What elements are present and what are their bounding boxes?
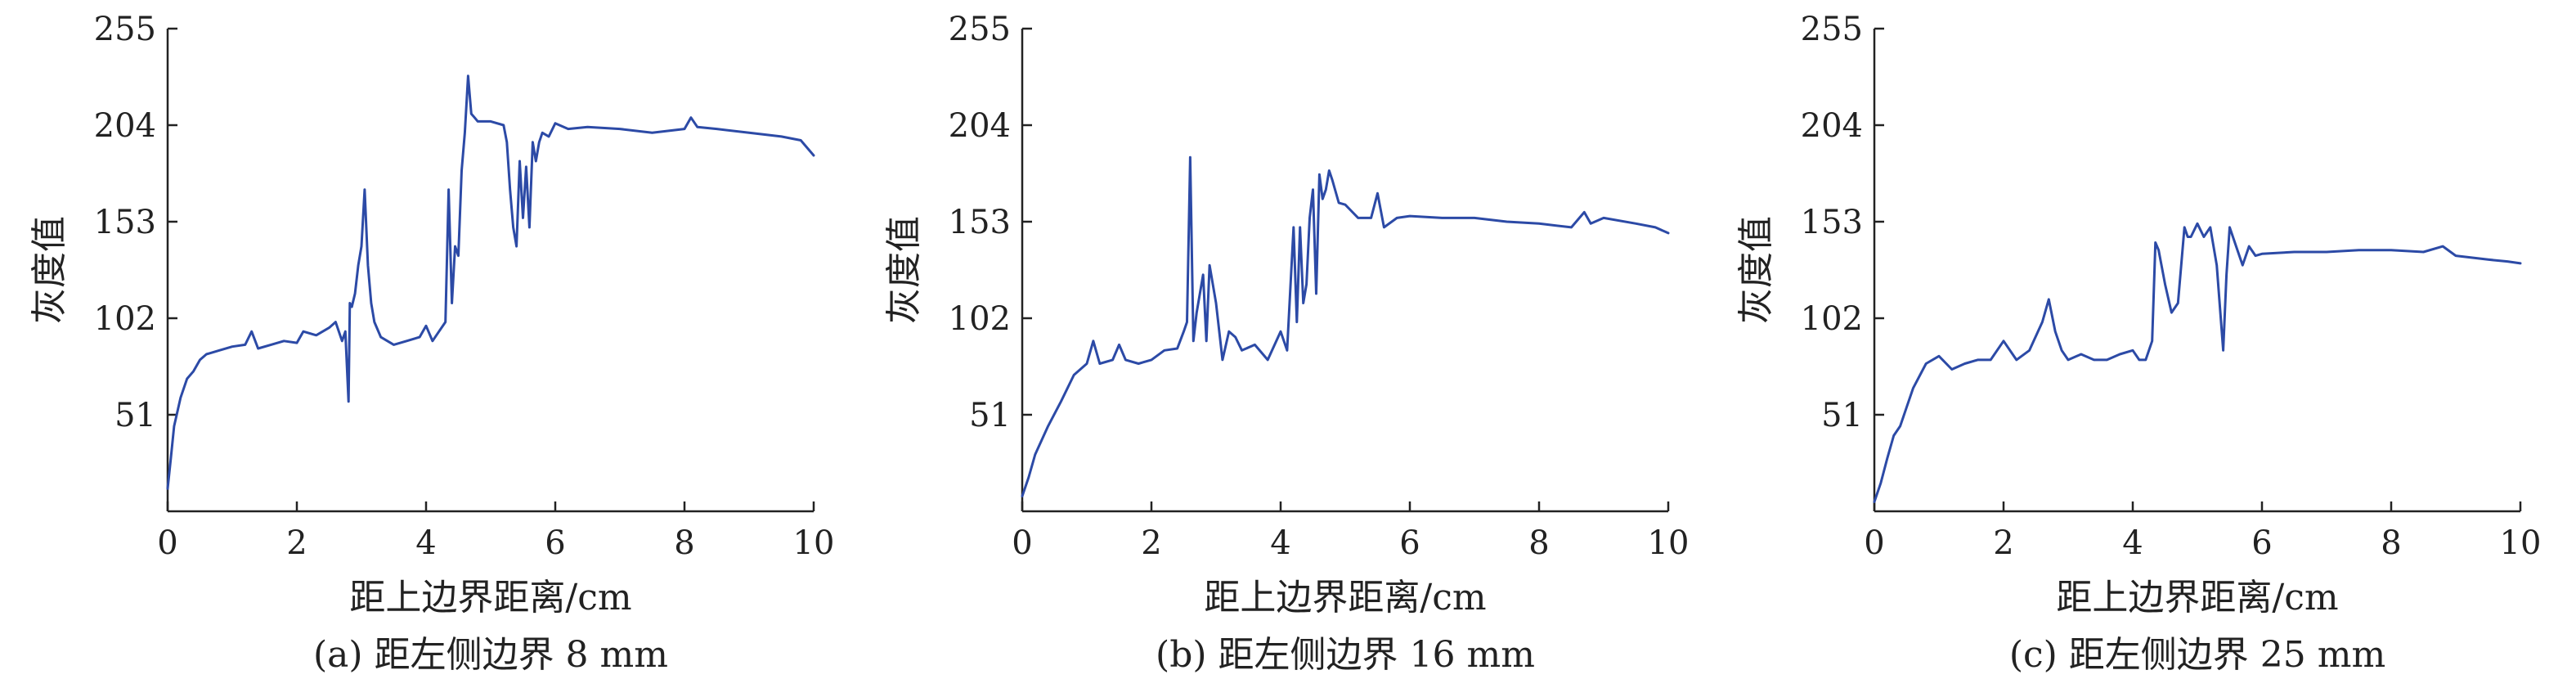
x-tick-label: 10 [2500, 524, 2542, 562]
x-axis-label: 距上边界距离/cm [349, 577, 631, 618]
series-line-1 [1873, 222, 2522, 503]
series-line-1 [166, 74, 815, 490]
panel-3: 0 2 4 6 8 10 51 102 153 204 255 距上边界距离/cm 灰度值 (c) 距左侧… [1735, 11, 2541, 676]
y-tick-label: 51 [1821, 397, 1863, 434]
x-axis-label: 距上边界距离/cm [1204, 577, 1486, 618]
x-tick-label: 0 [157, 524, 177, 562]
x-tick-label: 6 [2251, 524, 2272, 562]
y-tick-label: 204 [1801, 107, 1863, 145]
panel-caption: (a) 距左侧边界 8 mm [313, 634, 668, 676]
panel-caption: (b) 距左侧边界 16 mm [1156, 634, 1535, 676]
x-tick-label: 8 [1528, 524, 1549, 562]
x-tick-label: 6 [1399, 524, 1420, 562]
y-axis-label: 灰度值 [29, 216, 70, 324]
y-axis-label: 灰度值 [1735, 216, 1777, 324]
y-tick-label: 153 [949, 204, 1011, 241]
panel-1: 0 2 4 6 8 10 51 102 153 204 255 距上边界距离/cm 灰度值 (a) 距左侧… [29, 11, 834, 676]
x-tick-label: 10 [793, 524, 835, 562]
x-axis-label: 距上边界距离/cm [2056, 577, 2338, 618]
x-tick-label: 10 [1648, 524, 1690, 562]
x-tick-label: 0 [1012, 524, 1032, 562]
y-tick-label: 204 [94, 107, 156, 145]
panel-caption: (c) 距左侧边界 25 mm [2009, 634, 2385, 676]
y-axis-label: 灰度值 [883, 216, 925, 324]
series-line-1 [1021, 155, 1670, 497]
x-tick-label: 2 [286, 524, 307, 562]
y-tick-label: 51 [114, 397, 156, 434]
y-tick-label: 255 [94, 11, 156, 48]
x-tick-label: 4 [415, 524, 436, 562]
y-tick-label: 153 [1801, 204, 1863, 241]
y-tick-label: 102 [1801, 300, 1863, 338]
y-tick-label: 51 [969, 397, 1011, 434]
x-tick-label: 4 [2122, 524, 2143, 562]
y-tick-label: 255 [949, 11, 1011, 48]
x-tick-label: 8 [2381, 524, 2401, 562]
y-tick-label: 153 [94, 204, 156, 241]
y-tick-label: 255 [1801, 11, 1863, 48]
x-tick-label: 0 [1864, 524, 1884, 562]
panel-2: 0 2 4 6 8 10 51 102 153 204 255 距上边界距离/cm 灰度值 (b) 距左侧… [883, 11, 1689, 676]
x-tick-label: 8 [674, 524, 694, 562]
y-tick-label: 102 [94, 300, 156, 338]
x-tick-label: 6 [545, 524, 565, 562]
y-tick-label: 102 [949, 300, 1011, 338]
x-tick-label: 4 [1270, 524, 1290, 562]
y-tick-label: 204 [949, 107, 1011, 145]
x-tick-label: 2 [1993, 524, 2013, 562]
x-tick-label: 2 [1141, 524, 1161, 562]
